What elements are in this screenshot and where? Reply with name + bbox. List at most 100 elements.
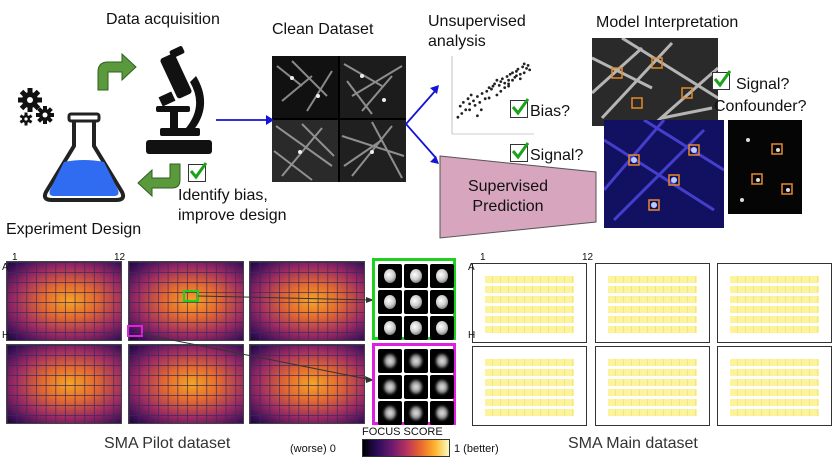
cell-tile [404, 264, 428, 288]
pilot-plate [249, 261, 365, 341]
scatter-point [483, 97, 487, 101]
scatter-point [472, 99, 475, 103]
pilot-plate [6, 261, 122, 341]
focus-score-better: 1 (better) [454, 443, 499, 455]
cell-tile [404, 375, 428, 399]
cell-tile [378, 375, 402, 399]
blue-arrows [216, 85, 439, 164]
scatter-point [478, 101, 482, 104]
scatter-point [469, 93, 473, 97]
interpretation-image-blue [604, 120, 724, 228]
main-dataset-title: SMA Main dataset [568, 435, 698, 452]
scatter-point [487, 86, 491, 89]
pilot-row-label-a: A [2, 262, 9, 273]
interpretation-checkbox [712, 70, 732, 90]
scatter-point [507, 78, 510, 82]
scatter-point [521, 65, 525, 69]
unsupervised-label: Unsupervised analysis [428, 13, 526, 50]
cell-tile [378, 290, 402, 314]
identify-bias-label: Identify bias, improve design [178, 187, 287, 224]
focus-score-title: FOCUS SCORE [362, 426, 443, 438]
scatter-point [460, 112, 464, 115]
pilot-plate [128, 344, 244, 424]
main-row-label-h: H [468, 330, 476, 341]
pilot-plate [6, 344, 122, 424]
main-plate [595, 346, 710, 426]
scatter-point [497, 83, 501, 87]
scatter-point [503, 86, 507, 89]
main-col-label-12: 12 [582, 252, 594, 263]
model-interpretation-label: Model Interpretation [596, 14, 739, 31]
scatter-point [515, 74, 518, 78]
supervised-prediction-shape [439, 155, 597, 239]
scatter-point [476, 114, 479, 118]
microscope-icon [146, 46, 212, 154]
scatter-point [479, 108, 483, 112]
main-plate [472, 346, 587, 426]
scatter-point [490, 87, 493, 91]
scatter-point [508, 72, 512, 76]
cell-tile [430, 375, 454, 399]
scatter-point [522, 71, 526, 75]
main-row-label-a: A [468, 262, 475, 273]
scatter-point [473, 103, 477, 107]
scatter-point [468, 102, 471, 106]
scatter-point [485, 89, 489, 93]
focus-score-colorbar [362, 439, 450, 457]
cell-tile [404, 290, 428, 314]
pilot-col-label-12: 12 [114, 252, 126, 263]
scatter-point [522, 62, 526, 66]
scatter-point [487, 96, 491, 100]
scatter-point [525, 66, 528, 70]
pilot-dataset-title: SMA Pilot dataset [104, 435, 231, 452]
cell-tile [430, 290, 454, 314]
scatter-point [456, 115, 460, 119]
main-col-label-1: 1 [480, 252, 486, 263]
good-focus-cells [372, 258, 456, 340]
bad-focus-cells [372, 343, 456, 425]
scatter-point [518, 72, 522, 76]
interpretation-image-dark [728, 120, 802, 214]
main-plate [717, 346, 832, 426]
cell-tile [430, 316, 454, 340]
scatter-point [500, 77, 504, 81]
scatter-point [518, 77, 522, 81]
signal-question: Signal? [530, 147, 584, 164]
scatter-point [511, 78, 514, 82]
scatter-point [505, 75, 509, 78]
cell-tile [430, 264, 454, 288]
flask-icon [42, 112, 126, 202]
experiment-design-label: Experiment Design [6, 221, 142, 238]
main-plate [595, 263, 710, 343]
scatter-point [476, 95, 479, 98]
scatter-point [499, 80, 503, 84]
scatter-point [458, 104, 462, 108]
cell-tile [430, 349, 454, 373]
scatter-point [461, 101, 465, 104]
clean-dataset-label: Clean Dataset [272, 21, 374, 38]
bias-question: Bias? [530, 103, 571, 120]
pilot-plate [249, 344, 365, 424]
scatter-point [507, 84, 510, 88]
cell-tile [404, 349, 428, 373]
green-arrow-up [97, 52, 137, 91]
green-arrow-back [137, 163, 181, 198]
scatter-point [507, 82, 510, 86]
data-acquisition-label: Data acquisition [106, 11, 220, 28]
pilot-plate [128, 261, 244, 341]
pilot-row-label-h: H [2, 330, 10, 341]
scatter-point [495, 93, 499, 97]
scatter-point [491, 84, 495, 88]
cell-tile [378, 316, 402, 340]
scatter-point [528, 68, 532, 72]
clean-dataset-images [272, 56, 406, 182]
scatter-point [526, 64, 530, 67]
pilot-col-label-1: 1 [12, 252, 18, 263]
cell-tile [404, 316, 428, 340]
scatter-point [480, 92, 484, 95]
interpretation-image-gray [592, 38, 718, 126]
cell-tile [430, 401, 454, 425]
scatter-point [503, 81, 507, 85]
cell-tile [404, 401, 428, 425]
